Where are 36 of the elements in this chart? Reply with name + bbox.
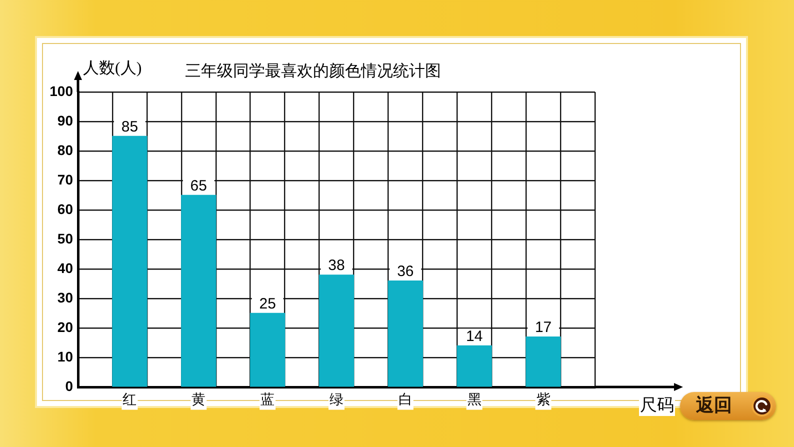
bar (112, 136, 148, 387)
y-axis-title: 人数(人) (83, 60, 142, 78)
data-label: 17 (534, 318, 552, 336)
bar (388, 280, 423, 387)
y-tick-label: 30 (57, 289, 74, 306)
data-label: 85 (121, 118, 138, 136)
y-tick-label: 60 (57, 200, 74, 217)
bar (318, 274, 354, 387)
chart-title: 三年级同学最喜欢的颜色情况统计图 (185, 62, 441, 80)
y-tick-label: 0 (65, 378, 74, 394)
back-button: 返回 (680, 392, 776, 420)
x-tick-label: 蓝 (260, 392, 275, 408)
bar (250, 312, 286, 387)
y-tick-label: 50 (57, 230, 74, 246)
y-tick-label: 40 (57, 260, 74, 276)
y-tick-label: 20 (57, 318, 74, 335)
x-tick-label: 黄 (192, 392, 206, 408)
x-tick-label: 黑 (467, 393, 482, 408)
data-label: 36 (397, 262, 414, 280)
x-tick-label: 红 (122, 392, 137, 408)
data-label: 25 (259, 295, 276, 312)
y-tick-label: 90 (57, 112, 74, 128)
data-label: 65 (190, 177, 207, 194)
x-tick-label: 紫 (536, 392, 550, 408)
y-tick-label: 100 (50, 82, 74, 99)
y-tick-label: 70 (57, 171, 74, 188)
x-tick-label: 白 (398, 392, 412, 408)
data-label: 14 (466, 328, 483, 345)
data-label: 38 (328, 257, 345, 274)
x-tick-label: 绿 (330, 392, 344, 408)
y-tick-label: 80 (57, 142, 74, 158)
bar (456, 345, 492, 387)
bar (181, 194, 216, 387)
y-tick-label: 10 (57, 348, 74, 364)
x-axis-title: 尺码 (640, 395, 674, 414)
bar (526, 336, 561, 387)
